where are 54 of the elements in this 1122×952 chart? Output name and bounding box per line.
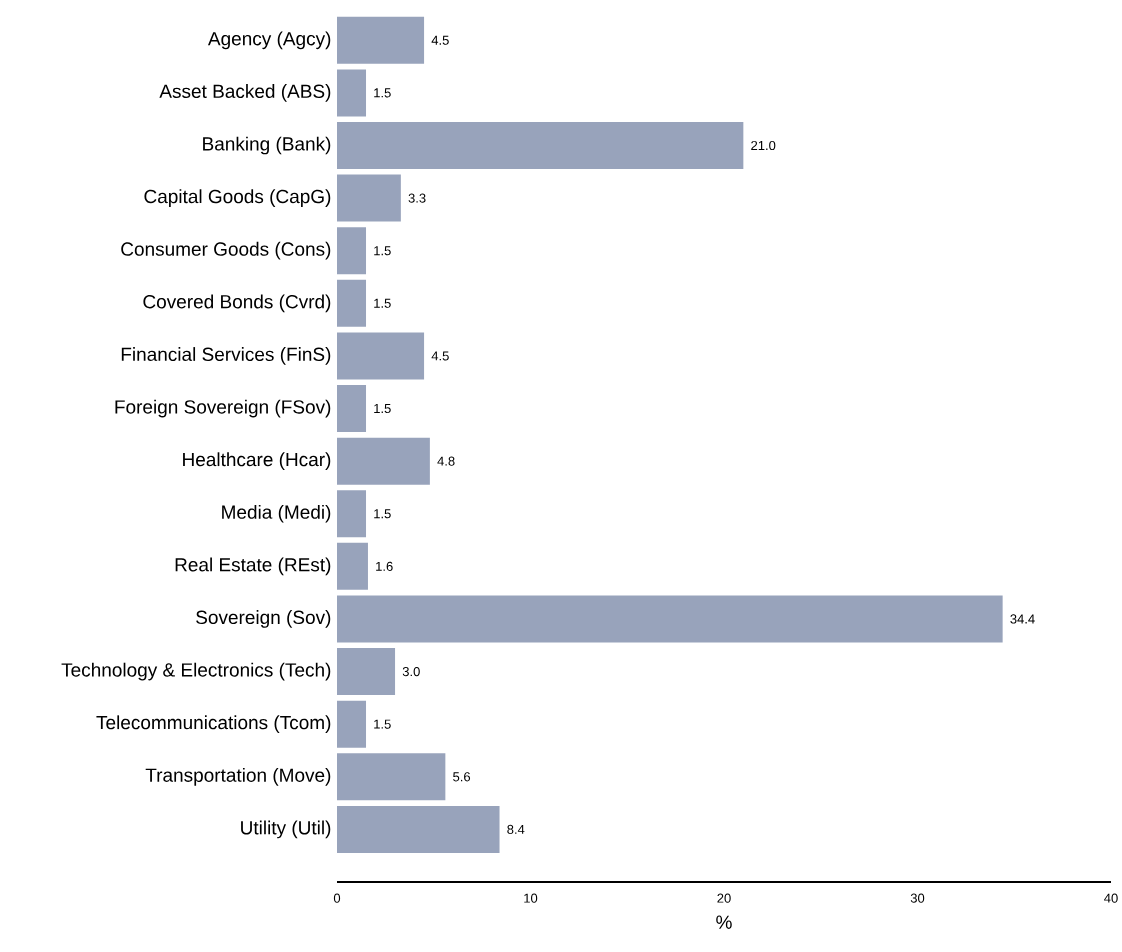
data-label: 1.6 <box>376 561 393 571</box>
y-tick-label: Capital Goods (CapG) <box>144 189 331 207</box>
y-tick-label: Technology & Electronics (Tech) <box>61 662 331 681</box>
data-label: 8.4 <box>507 824 525 834</box>
data-label: 4.5 <box>431 35 449 45</box>
bar <box>337 437 430 485</box>
bar <box>337 595 1003 643</box>
y-tick-label: Media (Medi) <box>222 504 331 523</box>
y-tick-label: Covered Bonds (Cvrd) <box>143 294 331 313</box>
data-label: 3.3 <box>408 193 426 203</box>
bar <box>337 279 367 327</box>
data-label: 4.8 <box>437 456 455 466</box>
bar <box>337 490 367 538</box>
bar <box>337 122 744 170</box>
bar <box>337 805 500 853</box>
x-axis-title: % <box>716 915 732 929</box>
y-tick-label: Utility (Util) <box>241 820 331 839</box>
data-label: 1.5 <box>374 509 391 519</box>
bar <box>337 542 368 590</box>
bar <box>337 174 401 222</box>
x-tick-label: 30 <box>910 893 925 903</box>
data-label: 1.5 <box>374 719 391 729</box>
x-tick-label: 20 <box>717 893 731 903</box>
bar <box>337 753 446 801</box>
y-tick-label: Agency (Agcy) <box>207 31 331 50</box>
y-tick-label: Asset Backed (ABS) <box>159 84 331 102</box>
x-tick-label: 40 <box>1104 893 1118 903</box>
bar <box>337 69 367 117</box>
y-tick-label: Telecommunications (Tcom) <box>96 715 331 734</box>
y-tick-label: Consumer Goods (Cons) <box>121 241 331 260</box>
data-label: 3.0 <box>402 666 420 677</box>
y-tick-label: Banking (Bank) <box>203 136 331 155</box>
x-tick-label: 10 <box>524 893 538 903</box>
data-label: 21.0 <box>751 140 776 151</box>
data-label: 1.5 <box>374 246 391 256</box>
bar <box>337 332 425 380</box>
data-label: 1.5 <box>374 404 391 414</box>
x-tick-label: 0 <box>333 893 341 903</box>
data-label: 4.5 <box>431 351 449 361</box>
y-tick-label: Financial Services (FinS) <box>121 347 331 365</box>
bar <box>337 227 367 275</box>
y-tick-label: Sovereign (Sov) <box>196 610 331 628</box>
y-tick-label: Transportation (Move) <box>145 767 331 786</box>
data-label: 1.5 <box>374 88 391 98</box>
bar <box>337 700 367 748</box>
y-tick-label: Healthcare (Hcar) <box>183 452 331 470</box>
data-label: 5.6 <box>453 772 471 782</box>
bar <box>337 648 396 696</box>
bar <box>337 385 367 433</box>
y-tick-label: Foreign Sovereign (FSov) <box>115 399 331 418</box>
data-label: 34.4 <box>1010 614 1035 624</box>
data-label: 1.5 <box>374 298 391 308</box>
y-tick-label: Real Estate (REst) <box>175 557 331 576</box>
bar <box>337 16 425 64</box>
